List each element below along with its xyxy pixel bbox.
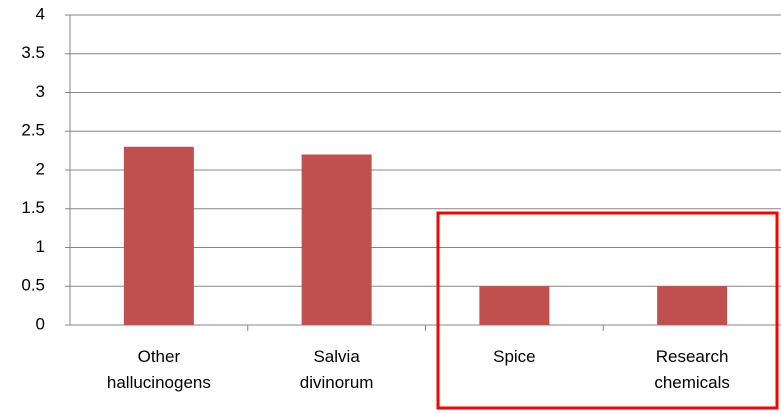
bar bbox=[301, 154, 372, 325]
y-tick-label: 1.5 bbox=[21, 198, 45, 217]
highlight-box bbox=[436, 211, 779, 410]
y-tick-label: 1 bbox=[36, 237, 45, 256]
y-tick-label: 0.5 bbox=[21, 276, 45, 295]
y-tick-label: 4 bbox=[36, 4, 45, 23]
x-tick-label: Spice bbox=[493, 347, 536, 366]
bar bbox=[479, 286, 550, 325]
bar bbox=[657, 286, 728, 325]
x-tick-label: Salvia divinorum bbox=[299, 347, 374, 392]
plot: 0 0.5 1 1.5 2 2.5 3 3.5 4 bbox=[21, 4, 781, 333]
bar bbox=[123, 146, 194, 325]
y-tick-label: 2 bbox=[36, 159, 45, 178]
y-tick-label: 3.5 bbox=[21, 43, 45, 62]
y-tick-label: 0 bbox=[36, 314, 45, 333]
x-tick-label: Other hallucinogens bbox=[106, 347, 211, 392]
y-tick-label: 3 bbox=[36, 82, 45, 101]
x-tick-label: Research chemicals bbox=[654, 347, 730, 392]
y-tick-label: 2.5 bbox=[21, 121, 45, 140]
